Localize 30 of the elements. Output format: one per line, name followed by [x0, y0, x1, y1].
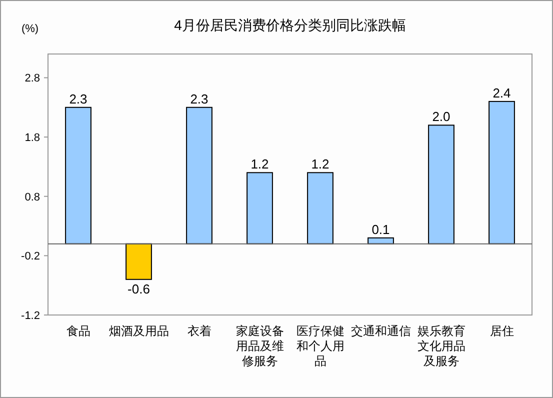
bar: [126, 243, 152, 280]
y-axis-title: (%): [21, 23, 39, 35]
x-tick-label: 居住: [490, 324, 514, 338]
data-label: 2.0: [432, 109, 450, 124]
data-label: 2.3: [69, 91, 88, 106]
data-label: 1.2: [311, 156, 330, 172]
x-tick-label: 衣着: [187, 324, 212, 338]
x-tick-label: 烟酒及用品: [108, 324, 169, 338]
y-tick-label: 1.8: [24, 132, 40, 144]
y-tick-label: 0.8: [24, 191, 40, 204]
x-tick-label: 食品: [66, 324, 90, 338]
data-label: 0.1: [372, 222, 390, 237]
x-tick-label: 医疗保健和个人用品: [296, 324, 344, 368]
x-tick-label: 家庭设备用品及维修服务: [236, 324, 284, 368]
x-tick-label: 交通和通信: [350, 324, 411, 338]
y-tick-label: -1.2: [21, 310, 40, 322]
data-label: -0.6: [128, 281, 150, 296]
data-label: 2.3: [190, 91, 208, 106]
bar: [65, 106, 92, 244]
bar: [246, 172, 273, 244]
bar: [488, 100, 515, 244]
y-tick-label: -0.2: [21, 250, 40, 263]
bar: [307, 172, 334, 244]
x-tick-label: 娱乐教育文化用品及服务: [417, 324, 466, 368]
bar: [428, 124, 454, 244]
chart-title: 4月份居民消费价格分类别同比涨跌幅: [174, 17, 406, 33]
bar: [186, 106, 212, 244]
y-tick-label: 2.8: [24, 72, 40, 85]
data-label: 2.4: [492, 85, 511, 100]
data-label: 1.2: [250, 156, 269, 172]
